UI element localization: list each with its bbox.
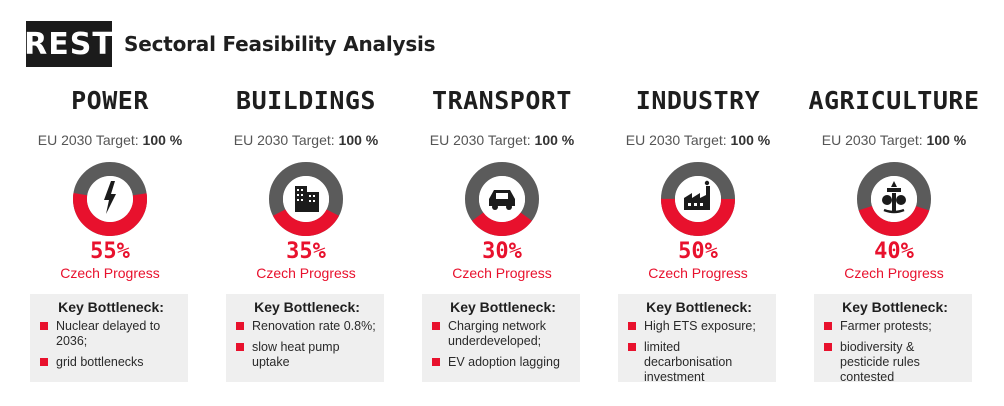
bottleneck-box: Key Bottleneck: Charging network underdev… — [422, 294, 580, 382]
header: REST Sectoral Feasibility Analysis — [26, 20, 436, 68]
eu-target: EU 2030 Target: 100 % — [38, 132, 183, 150]
bottleneck-item: Charging network underdeveloped; — [432, 319, 574, 349]
target-prefix: EU 2030 Target: — [625, 132, 727, 148]
sector-column: AGRICULTURE EU 2030 Target: 100 % 40% Czech… — [796, 84, 992, 404]
bullet-square-icon — [824, 322, 832, 330]
bottleneck-text: High ETS exposure; — [644, 319, 756, 333]
target-prefix: EU 2030 Target: — [821, 132, 923, 148]
bottleneck-item: limited decarbonisation investment — [628, 340, 770, 385]
eu-target: EU 2030 Target: 100 % — [626, 132, 771, 150]
bottleneck-item: biodiversity & pesticide rules contested — [824, 340, 966, 385]
sector-name: POWER — [71, 86, 149, 115]
bottleneck-text: Nuclear delayed to 2036; — [56, 319, 161, 348]
bottleneck-title: Key Bottleneck: — [254, 299, 360, 315]
sector-column: POWER EU 2030 Target: 100 % 55% Czech Progr… — [12, 84, 208, 404]
bullet-square-icon — [236, 343, 244, 351]
factory-icon — [684, 180, 710, 210]
bottleneck-item: Nuclear delayed to 2036; — [40, 319, 182, 349]
progress-donut — [661, 162, 735, 236]
bottleneck-box: Key Bottleneck: Renovation rate 0.8%; slow… — [226, 294, 384, 382]
logo-text: REST — [26, 27, 112, 62]
sector-column: BUILDINGS EU 2030 Target: 100 % 35% Czech P… — [208, 84, 404, 404]
bottleneck-text: grid bottlenecks — [56, 355, 144, 369]
eu-target: EU 2030 Target: 100 % — [822, 132, 967, 150]
sector-name: INDUSTRY — [635, 86, 761, 115]
bottleneck-title: Key Bottleneck: — [450, 299, 556, 315]
bottleneck-item: Farmer protests; — [824, 319, 966, 334]
donut-progress-arc — [269, 162, 343, 236]
sector-name: BUILDINGS — [236, 86, 376, 115]
progress-percent: 30% — [482, 239, 522, 264]
eu-target: EU 2030 Target: 100 % — [430, 132, 575, 150]
bottleneck-text: Charging network underdeveloped; — [448, 319, 546, 348]
bottleneck-title: Key Bottleneck: — [646, 299, 752, 315]
bottleneck-item: High ETS exposure; — [628, 319, 770, 334]
target-prefix: EU 2030 Target: — [429, 132, 531, 148]
progress-percent: 50% — [678, 239, 718, 264]
tractor-icon — [882, 181, 906, 214]
target-value: 100 % — [142, 132, 183, 148]
bottleneck-box: Key Bottleneck: Nuclear delayed to 2036; g… — [30, 294, 188, 382]
bottleneck-item: slow heat pump uptake — [236, 340, 378, 370]
rest-logo: REST — [26, 21, 112, 67]
car-icon — [489, 190, 515, 210]
bottleneck-box: Key Bottleneck: High ETS exposure; limited… — [618, 294, 776, 385]
progress-donut — [269, 162, 343, 236]
bottleneck-title: Key Bottleneck: — [58, 299, 164, 315]
bullet-square-icon — [432, 358, 440, 366]
eu-target: EU 2030 Target: 100 % — [234, 132, 379, 150]
bottleneck-list: Farmer protests; biodiversity & pesticide… — [824, 319, 966, 385]
bottleneck-text: biodiversity & pesticide rules contested — [840, 340, 920, 384]
bottleneck-item: EV adoption lagging — [432, 355, 574, 370]
progress-label: Czech Progress — [60, 265, 160, 281]
target-value: 100 % — [338, 132, 379, 148]
target-value: 100 % — [534, 132, 575, 148]
lightning-icon — [104, 181, 116, 214]
page-title: Sectoral Feasibility Analysis — [124, 32, 436, 56]
bullet-square-icon — [40, 322, 48, 330]
progress-label: Czech Progress — [256, 265, 356, 281]
target-value: 100 % — [926, 132, 967, 148]
bottleneck-text: Renovation rate 0.8%; — [252, 319, 376, 333]
progress-percent: 55% — [90, 239, 130, 264]
bottleneck-title: Key Bottleneck: — [842, 299, 948, 315]
bullet-square-icon — [628, 322, 636, 330]
sector-column: TRANSPORT EU 2030 Target: 100 % 30% Czech P… — [404, 84, 600, 404]
progress-donut — [465, 162, 539, 236]
target-prefix: EU 2030 Target: — [37, 132, 139, 148]
bottleneck-text: Farmer protests; — [840, 319, 932, 333]
bottleneck-text: EV adoption lagging — [448, 355, 560, 369]
sector-name: TRANSPORT — [432, 86, 572, 115]
target-value: 100 % — [730, 132, 771, 148]
bullet-square-icon — [432, 322, 440, 330]
target-prefix: EU 2030 Target: — [233, 132, 335, 148]
progress-donut — [73, 162, 147, 236]
bottleneck-list: Nuclear delayed to 2036; grid bottlenecks — [40, 319, 182, 370]
bottleneck-box: Key Bottleneck: Farmer protests; biodivers… — [814, 294, 972, 385]
progress-label: Czech Progress — [648, 265, 748, 281]
progress-label: Czech Progress — [844, 265, 944, 281]
progress-label: Czech Progress — [452, 265, 552, 281]
bottleneck-text: limited decarbonisation investment — [644, 340, 733, 384]
sector-name: AGRICULTURE — [808, 86, 980, 115]
bullet-square-icon — [40, 358, 48, 366]
donut-progress-arc — [661, 162, 735, 236]
bottleneck-list: Charging network underdeveloped; EV adopt… — [432, 319, 574, 370]
bottleneck-item: Renovation rate 0.8%; — [236, 319, 378, 334]
sector-column: INDUSTRY EU 2030 Target: 100 % 50% Czech Pr… — [600, 84, 796, 404]
bottleneck-text: slow heat pump uptake — [252, 340, 340, 369]
bullet-square-icon — [628, 343, 636, 351]
progress-percent: 35% — [286, 239, 326, 264]
donut-progress-arc — [465, 162, 539, 236]
progress-percent: 40% — [874, 239, 914, 264]
bottleneck-list: Renovation rate 0.8%; slow heat pump upta… — [236, 319, 378, 370]
donut-progress-arc — [857, 162, 931, 236]
bullet-square-icon — [824, 343, 832, 351]
bottleneck-item: grid bottlenecks — [40, 355, 182, 370]
progress-donut — [857, 162, 931, 236]
bottleneck-list: High ETS exposure; limited decarbonisatio… — [628, 319, 770, 385]
bullet-square-icon — [236, 322, 244, 330]
building-icon — [295, 186, 319, 212]
sector-columns: POWER EU 2030 Target: 100 % 55% Czech Progr… — [12, 84, 992, 404]
